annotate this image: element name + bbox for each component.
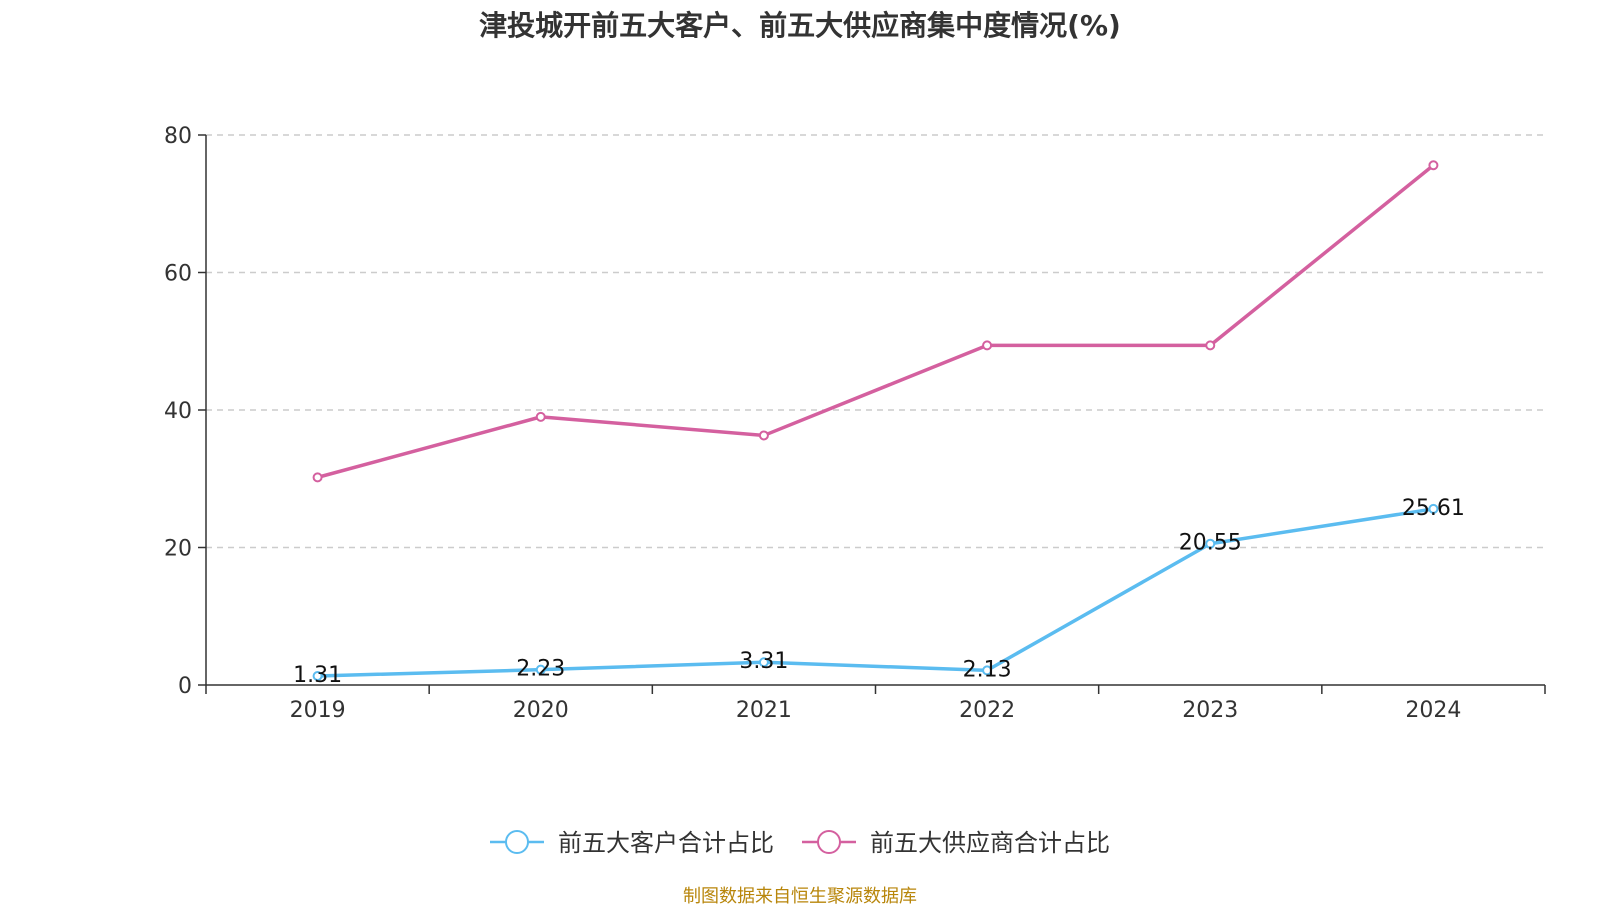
- series-1-point-2019: [312, 472, 323, 483]
- x-tick-label-2019: 2019: [290, 698, 346, 723]
- series-0-label-2022: 2.13: [963, 657, 1012, 682]
- x-tick-label-2021: 2021: [736, 698, 792, 723]
- series-1-point-2023: [1205, 340, 1216, 351]
- legend-marker-1: [817, 830, 841, 854]
- legend-marker-0: [505, 830, 529, 854]
- series-0-point-2020: [535, 664, 546, 675]
- x-tick-label-2020: 2020: [513, 698, 569, 723]
- series-line-1: [317, 163, 1435, 480]
- axes: 0 20 40 60 80 2019 2020 2021 2022 2023 2024: [164, 124, 1546, 723]
- y-tick-label-40: 40: [164, 399, 192, 424]
- series-0-label-2019: 1.31: [293, 663, 342, 688]
- series-1-point-2022: [982, 340, 993, 351]
- legend-label-1: 前五大供应商合计占比: [870, 829, 1110, 857]
- legend-item-1: 前五大供应商合计占比: [802, 829, 1110, 857]
- y-tick-label-20: 20: [164, 537, 192, 562]
- x-tick-label-2022: 2022: [959, 698, 1015, 723]
- series-0-label-2024: 25.61: [1402, 496, 1465, 521]
- legend-item-0: 前五大客户合计占比: [490, 829, 774, 857]
- legend: 前五大客户合计占比 前五大供应商合计占比: [490, 829, 1110, 857]
- y-tick-label-60: 60: [164, 262, 192, 287]
- series-0-label-2021: 3.31: [739, 649, 788, 674]
- series-0-label-2023: 20.55: [1179, 531, 1242, 556]
- series-0-point-2019: [312, 670, 323, 681]
- series-0-point-2024: [1428, 503, 1439, 514]
- series-0-point-2021: [758, 657, 769, 668]
- legend-label-0: 前五大客户合计占比: [558, 829, 774, 857]
- series-line-0: [317, 507, 1434, 678]
- chart-title: 津投城开前五大客户、前五大供应商集中度情况(%): [479, 9, 1121, 42]
- series-0-point-2022: [982, 665, 993, 676]
- series-0-point-2023: [1205, 538, 1216, 549]
- series-1-point-2021: [758, 430, 769, 441]
- y-tick-label-0: 0: [178, 674, 192, 699]
- y-tick-label-80: 80: [164, 124, 192, 149]
- series-0-label-2020: 2.23: [516, 657, 565, 682]
- series-1-point-2024: [1428, 160, 1439, 171]
- x-tick-label-2024: 2024: [1405, 698, 1461, 723]
- series-1-point-2020: [535, 411, 546, 422]
- grid-lines: [206, 134, 1545, 549]
- x-tick-label-2023: 2023: [1182, 698, 1238, 723]
- data-labels: 1.31 2.23 3.31 2.13 20.55 25.61: [293, 496, 1465, 688]
- series-lines: [312, 160, 1439, 681]
- source-note: 制图数据来自恒生聚源数据库: [683, 886, 917, 907]
